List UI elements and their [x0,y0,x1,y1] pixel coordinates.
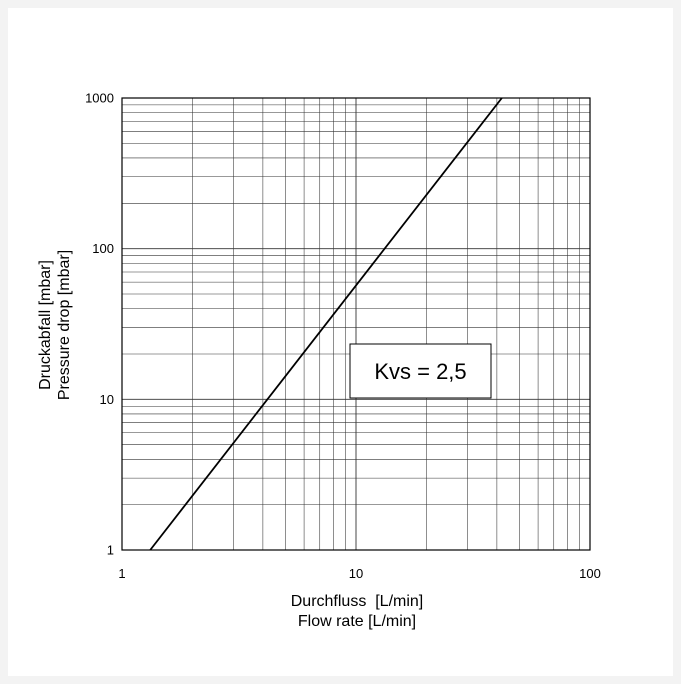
annotation-box: Kvs = 2,5 [349,343,492,399]
x-axis-label-line2: Flow rate [L/min] [298,613,416,630]
y-tick-label: 1 [107,543,114,558]
y-axis-label-line2: Pressure drop [mbar] [56,250,73,400]
y-tick-label: 10 [100,392,114,407]
grid [122,98,590,550]
x-tick-label: 1 [118,566,125,581]
x-axis-label-line1: Durchfluss [L/min] [291,593,423,610]
y-tick-label: 100 [92,241,114,256]
annotation-label: Kvs = 2,5 [374,359,466,384]
chart-frame [8,8,673,676]
y-axis-label-line1: Druckabfall [mbar] [37,260,54,390]
y-tick-label: 1000 [85,91,114,106]
x-tick-label: 10 [349,566,363,581]
series-line-0 [149,97,503,551]
series-layer [149,97,503,551]
x-tick-label: 100 [579,566,601,581]
plot-border [121,97,591,551]
tick-labels: 1 10 100 1 10 100 1000 [85,91,601,582]
